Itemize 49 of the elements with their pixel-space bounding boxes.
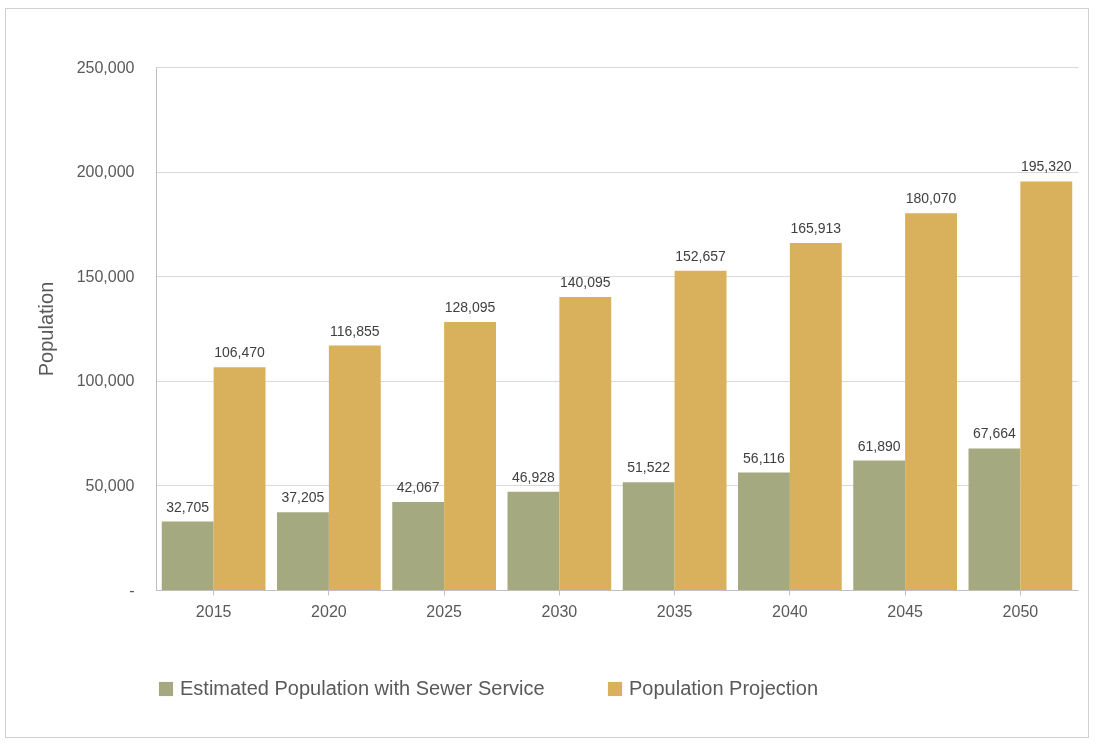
bar [213,367,266,590]
data-label: 116,855 [330,322,380,339]
data-label: 67,664 [973,425,1017,442]
bar [328,345,381,590]
bar [392,502,445,590]
data-label: 51,522 [627,459,671,476]
bar [968,448,1021,590]
bar [853,460,906,590]
legend-label: Population Projection [629,677,819,699]
data-label: 152,657 [675,247,727,264]
x-tick-label: 2025 [426,602,463,620]
legend-label: Estimated Population with Sewer Service [180,677,545,699]
data-label: 165,913 [790,219,842,236]
y-tick-label: 100,000 [76,372,135,390]
y-tick-label: 150,000 [76,267,135,285]
bar [507,491,560,590]
bar [622,482,675,590]
bar [277,512,329,590]
bar [161,521,214,590]
x-tick-label: 2020 [311,602,347,620]
data-label: 56,116 [743,449,786,466]
data-label: 140,095 [560,273,611,290]
y-axis-title: Population [34,281,57,377]
data-label: 37,205 [281,489,325,506]
x-tick-label: 2040 [772,602,808,620]
x-tick-label: 2050 [1002,602,1039,620]
x-tick-label: 2035 [656,602,693,620]
data-label: 42,067 [396,479,440,495]
data-label: 61,890 [857,437,901,454]
y-tick-label: 50,000 [85,476,135,494]
bar [789,242,842,590]
data-label: 180,070 [905,190,957,207]
bar [674,270,727,590]
bar [738,472,790,590]
data-label: 195,320 [1021,158,1072,175]
bar [1020,181,1073,590]
x-tick-label: 2030 [541,602,578,620]
data-label: 32,705 [166,498,210,515]
x-tick-label: 2015 [195,602,232,620]
bar [444,322,496,590]
bar [905,213,957,590]
y-tick-label: - [129,581,135,599]
data-label: 46,928 [512,468,556,485]
x-tick-label: 2045 [887,602,924,620]
bar [559,296,612,590]
data-label: 128,095 [444,299,496,316]
y-tick-label: 200,000 [76,163,135,181]
y-tick-label: 250,000 [76,58,135,76]
data-label: 106,470 [214,344,266,361]
